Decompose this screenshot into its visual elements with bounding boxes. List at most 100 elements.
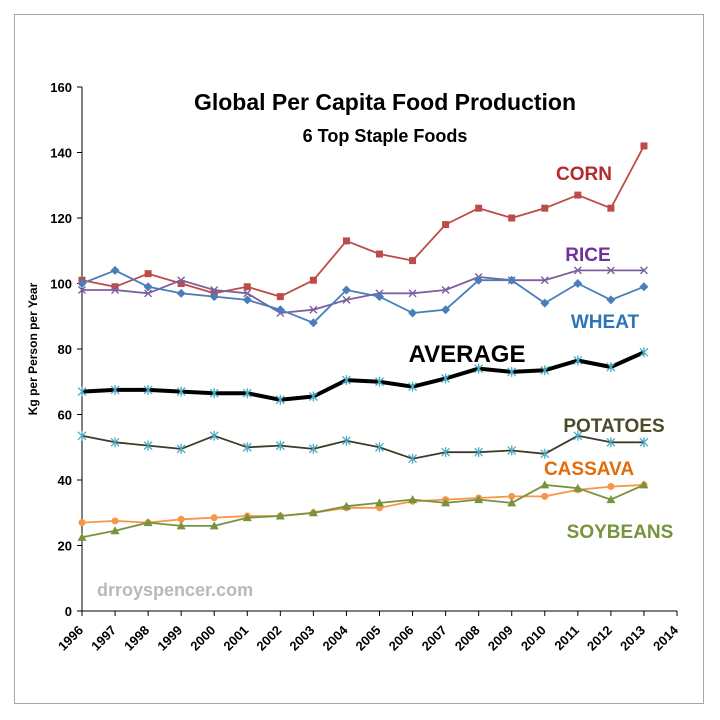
corn-point [144,270,152,278]
rice-point [210,286,219,295]
x-tick-label: 2008 [452,623,483,654]
average-label: AVERAGE [409,341,526,368]
cassava-point [111,517,119,525]
rice-point [408,289,417,298]
x-tick-label: 2007 [419,623,450,654]
chart-subtitle: 6 Top Staple Foods [303,126,468,146]
cassava-point [78,519,86,527]
x-tick-label: 2010 [518,623,549,654]
potatoes-point [110,437,120,448]
corn-point [177,280,185,287]
average-point [341,375,351,386]
corn-point [508,214,516,222]
average-point [110,384,120,395]
potatoes-point [507,445,517,456]
potatoes-point [540,448,550,459]
wheat-point [176,288,186,298]
average-point [176,386,186,397]
y-tick-label: 40 [58,473,72,488]
average-point [209,388,219,399]
soybeans-point [275,511,285,520]
x-tick-label: 2002 [253,623,284,654]
wheat-point [507,275,517,285]
average-point [308,391,318,402]
rice-point [441,286,450,295]
x-tick-label: 2013 [617,623,648,654]
y-tick-label: 120 [50,211,72,226]
x-tick-label: 2014 [650,622,682,654]
soybeans-point [110,526,120,535]
y-tick-label: 140 [50,146,72,161]
y-tick-label: 0 [65,604,72,619]
wheat-point [474,275,484,285]
y-tick-label: 20 [58,539,72,554]
corn-point [111,283,119,291]
corn-point [442,221,450,229]
potatoes-point [242,442,252,453]
corn-point [376,250,383,258]
wheat-label: WHEAT [571,312,640,333]
corn-point [640,142,648,150]
potatoes-point [408,453,418,464]
cassava-point [177,515,185,523]
average-point [474,363,484,374]
x-tick-label: 2001 [220,623,251,654]
rice-point [606,266,615,275]
potatoes-point [573,430,583,441]
rice-point [111,286,120,295]
cassava-point [607,483,615,491]
soybeans-point [242,513,252,522]
wheat-point [242,295,252,305]
wheat-point [209,292,219,302]
soybeans-point [573,483,583,492]
rice-series [78,266,648,317]
chart-title: Global Per Capita Food Production [194,89,576,115]
potatoes-series [77,430,649,464]
soybeans-point [639,480,649,489]
potatoes-point [275,440,285,451]
wheat-point [606,295,616,305]
potatoes-point [209,430,219,441]
soybeans-point [441,498,451,507]
potatoes-point [375,442,384,453]
average-point [143,384,153,395]
wheat-point [441,305,451,315]
soybeans-point [341,501,351,510]
potatoes-point [143,440,153,451]
soybeans-point [606,495,616,504]
soybeans-point [408,495,418,504]
y-tick-label: 80 [58,342,72,357]
potatoes-point [341,435,351,446]
cassava-point [508,492,516,500]
wheat-point [77,279,87,288]
rice-point [639,266,648,275]
corn-point [276,293,284,301]
corn-point [541,204,549,212]
average-point [573,355,583,366]
wheat-point [408,308,418,318]
y-axis-ticks: 0 20 40 60 80 100 120 140 160 [50,80,82,619]
wheat-point [341,285,351,295]
x-tick-label: 1998 [121,623,152,654]
wheat-point [573,279,583,288]
rice-point [573,266,582,275]
average-series [77,347,649,405]
potatoes-point [308,443,318,454]
average-line [81,350,645,402]
corn-label: CORN [556,164,612,185]
corn-point [243,283,251,291]
soybeans-point [540,480,550,489]
average-point [275,394,285,405]
x-tick-label: 2012 [584,623,615,654]
average-point [77,386,87,397]
wheat-point [110,265,120,275]
soybeans-series [77,480,649,541]
average-point [639,347,649,358]
wheat-point [375,292,384,302]
corn-point [475,204,483,212]
soybeans-point [507,498,517,507]
chart-frame [14,14,704,704]
wheat-series [77,265,649,328]
x-tick-label: 1997 [88,623,119,654]
average-point [507,366,517,377]
